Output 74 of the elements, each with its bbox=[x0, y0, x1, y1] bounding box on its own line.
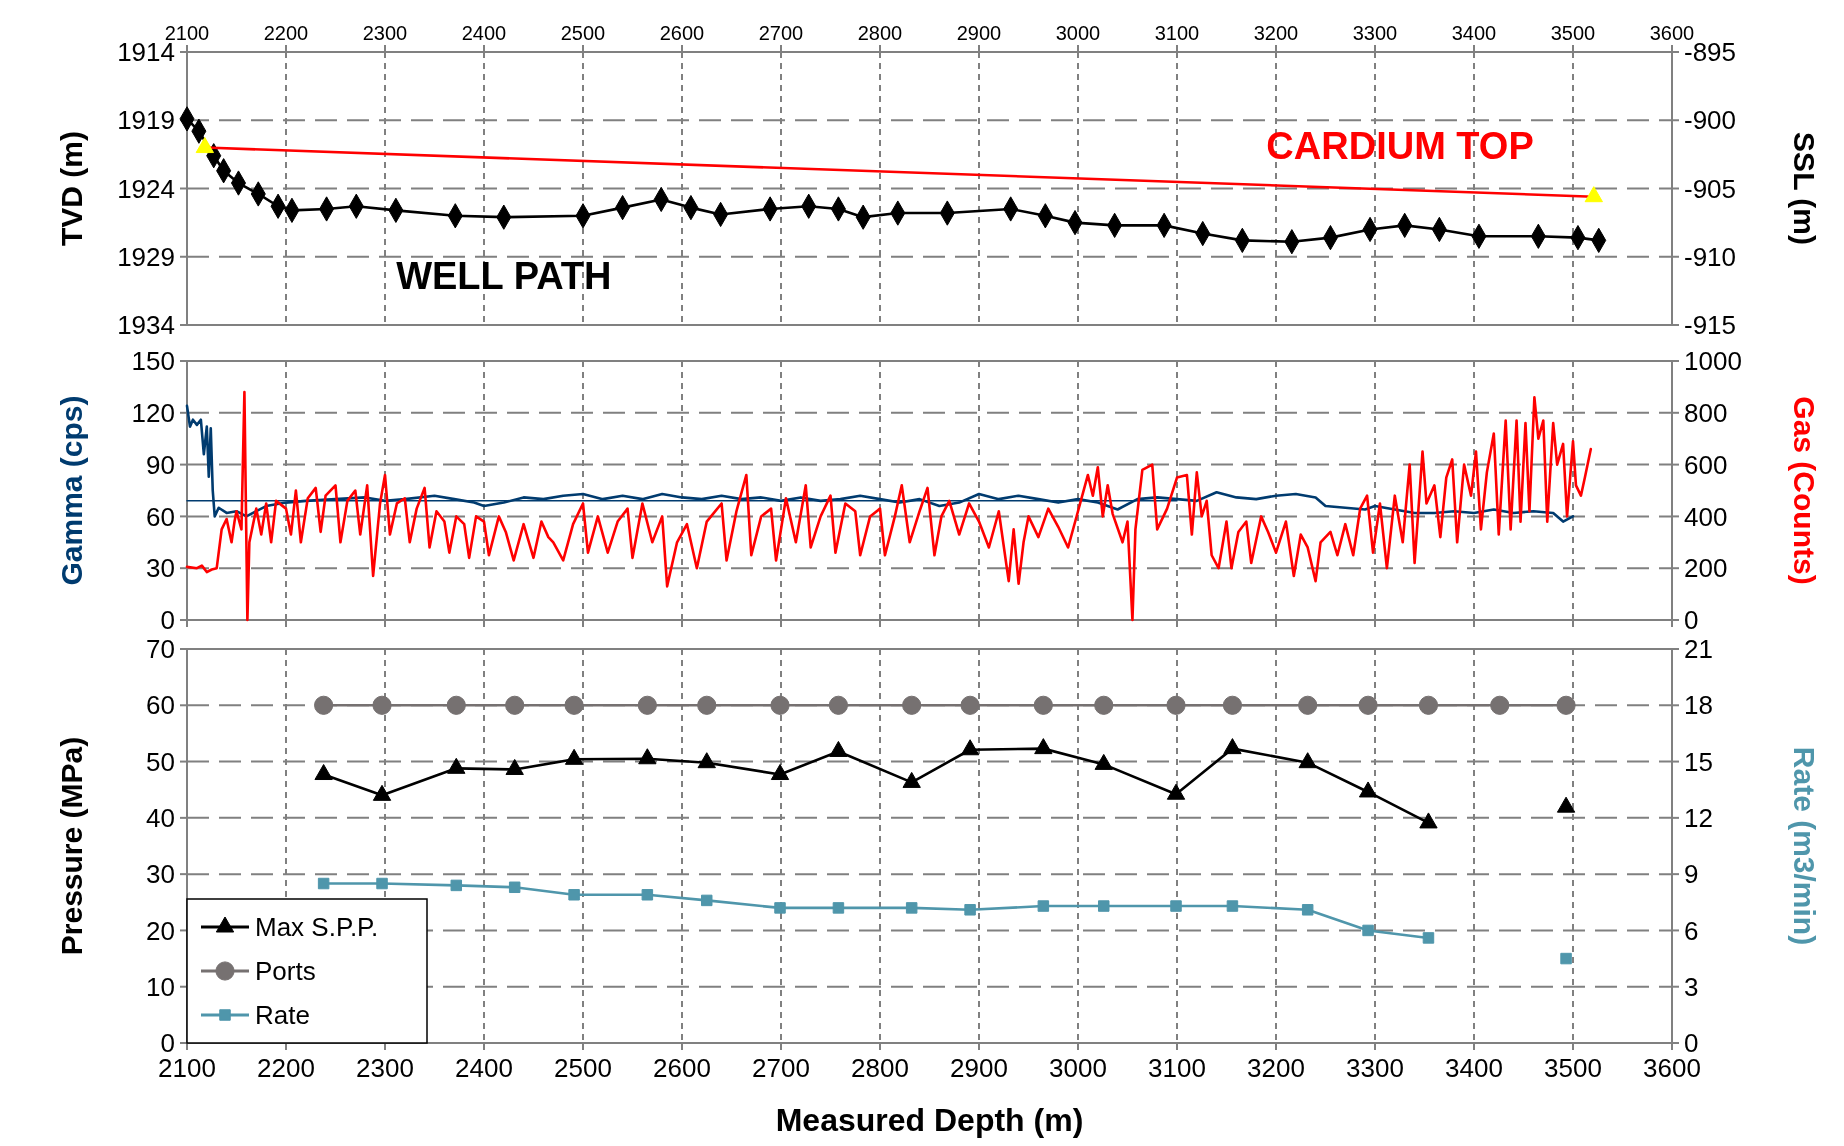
y2-axis-title: Rate (m3/min) bbox=[1788, 746, 1821, 946]
legend-label: Rate bbox=[255, 1000, 310, 1031]
x-tick-label: 2700 bbox=[752, 1053, 810, 1083]
x-tick-label: 2900 bbox=[956, 22, 1002, 44]
y2-tick-label: 21 bbox=[1684, 634, 1713, 665]
x-tick-label: 2500 bbox=[560, 22, 606, 44]
x-tick-label: 2200 bbox=[257, 1053, 315, 1083]
x-tick-label: 3300 bbox=[1346, 1053, 1404, 1083]
y-axis-title: TVD (m) bbox=[55, 131, 88, 246]
x-axis-title: Measured Depth (m) bbox=[775, 1102, 1084, 1138]
y-tick-label: 30 bbox=[146, 553, 175, 584]
y2-tick-label: 15 bbox=[1684, 746, 1713, 777]
y-tick-label: 90 bbox=[146, 449, 175, 480]
x-tick-label: 3100 bbox=[1154, 22, 1200, 44]
x-tick-label: 3100 bbox=[1148, 1053, 1206, 1083]
y-tick-label: 40 bbox=[146, 802, 175, 833]
x-tick-label: 3500 bbox=[1550, 22, 1596, 44]
y2-tick-label: 6 bbox=[1684, 915, 1699, 946]
y2-tick-label: -915 bbox=[1684, 310, 1737, 341]
y2-axis-title: Gas (Counts) bbox=[1788, 396, 1821, 585]
y2-axis-title: SSL (m) bbox=[1788, 132, 1821, 245]
x-tick-label: 2400 bbox=[461, 22, 507, 44]
y2-tick-label: 9 bbox=[1684, 859, 1699, 890]
y-tick-label: 0 bbox=[160, 605, 175, 636]
x-tick-label: 2600 bbox=[659, 22, 705, 44]
x-tick-label: 3300 bbox=[1352, 22, 1398, 44]
x-tick-label: 2500 bbox=[554, 1053, 612, 1083]
y-tick-label: 30 bbox=[146, 859, 175, 890]
y-axis-title: Pressure (MPa) bbox=[55, 736, 88, 956]
y2-tick-label: -905 bbox=[1684, 173, 1737, 204]
x-tick-label: 2200 bbox=[263, 22, 309, 44]
x-tick-label: 3200 bbox=[1247, 1053, 1305, 1083]
x-tick-label: 3500 bbox=[1544, 1053, 1602, 1083]
x-tick-label: 2400 bbox=[455, 1053, 513, 1083]
y2-tick-label: 600 bbox=[1684, 449, 1728, 480]
y-tick-label: 1924 bbox=[117, 173, 175, 204]
x-tick-label: 2900 bbox=[950, 1053, 1008, 1083]
y2-tick-label: 18 bbox=[1684, 690, 1713, 721]
y-tick-label: 70 bbox=[146, 634, 175, 665]
x-tick-label: 3400 bbox=[1451, 22, 1497, 44]
y-tick-label: 1919 bbox=[117, 105, 175, 136]
y2-tick-label: -910 bbox=[1684, 241, 1737, 272]
series-label: WELL PATH bbox=[396, 255, 612, 298]
legend-label: Max S.P.P. bbox=[255, 912, 379, 943]
y2-tick-label: 0 bbox=[1684, 605, 1699, 636]
legend-label: Ports bbox=[255, 956, 316, 987]
y-tick-label: 60 bbox=[146, 501, 175, 532]
x-tick-label: 3400 bbox=[1445, 1053, 1503, 1083]
y2-tick-label: -900 bbox=[1684, 105, 1737, 136]
x-tick-label: 3000 bbox=[1055, 22, 1101, 44]
x-tick-label: 2800 bbox=[851, 1053, 909, 1083]
y-tick-label: 60 bbox=[146, 690, 175, 721]
x-tick-label: 3200 bbox=[1253, 22, 1299, 44]
x-tick-label: 3000 bbox=[1049, 1053, 1107, 1083]
y-tick-label: 50 bbox=[146, 746, 175, 777]
y2-tick-label: 400 bbox=[1684, 501, 1728, 532]
y-tick-label: 1929 bbox=[117, 241, 175, 272]
y-tick-label: 150 bbox=[131, 346, 175, 377]
y2-tick-label: 200 bbox=[1684, 553, 1728, 584]
y2-tick-label: 1000 bbox=[1684, 346, 1742, 377]
x-tick-label: 2800 bbox=[857, 22, 903, 44]
y-tick-label: 1934 bbox=[117, 310, 175, 341]
y2-tick-label: 12 bbox=[1684, 802, 1713, 833]
y-tick-label: 120 bbox=[131, 397, 175, 428]
x-tick-label: 2700 bbox=[758, 22, 804, 44]
x-tick-label: 2300 bbox=[356, 1053, 414, 1083]
series-label: CARDIUM TOP bbox=[1266, 124, 1534, 167]
x-tick-label: 2300 bbox=[362, 22, 408, 44]
x-tick-label: 2600 bbox=[653, 1053, 711, 1083]
y2-tick-label: 3 bbox=[1684, 971, 1699, 1002]
y2-tick-label: 800 bbox=[1684, 397, 1728, 428]
y-tick-label: 10 bbox=[146, 971, 175, 1002]
y-axis-title: Gamma (cps) bbox=[55, 395, 88, 586]
y-tick-label: 20 bbox=[146, 915, 175, 946]
